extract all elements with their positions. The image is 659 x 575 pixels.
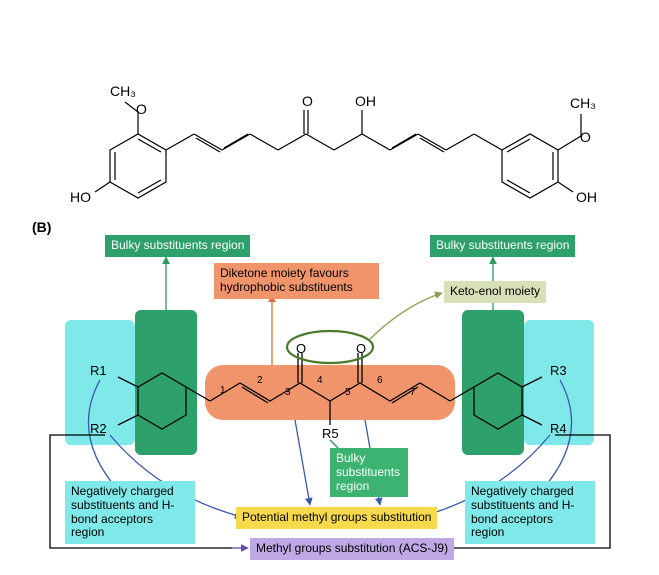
methyl-yellow-label: Potential methyl groups substitution [236,507,437,529]
left-green-region [135,310,197,455]
svg-text:2: 2 [257,375,263,386]
o-label: O [136,101,147,117]
r4-label: R4 [550,421,567,436]
bulky-right-label: Bulky substituents region [430,235,575,257]
svg-text:1: 1 [220,385,226,396]
r2-label: R2 [90,421,107,436]
svg-text:O: O [356,341,366,356]
r1-label: R1 [90,363,107,378]
neg-right-label: Negatively charged substituents and H-bo… [465,481,595,544]
svg-text:4: 4 [317,375,323,386]
ch3-right-label: CH₃ [570,95,596,111]
o-right-label: O [580,129,591,145]
oh-right-label: OH [576,189,597,205]
r5-bulky-label: Bulky substituents region [330,448,408,497]
neg-left-label: Negatively charged substituents and H-bo… [65,481,195,544]
ch3-left-label: CH₃ [110,83,136,99]
panel-b-label: (B) [32,219,649,235]
oh-center-label: OH [355,93,376,109]
top-structure-svg: CH₃ O O OH HO CH₃ O OH [10,10,650,215]
ho-left-label: HO [70,189,91,205]
r5-label: R5 [322,426,339,441]
o-double-label: O [302,93,313,109]
svg-text:O: O [296,341,306,356]
svg-text:3: 3 [285,387,291,398]
bulky-left-label: Bulky substituents region [105,235,250,257]
keto-enol-label: Keto-enol moiety [444,281,546,303]
acs-purple-label: Methyl groups substitution (ACS-J9) [250,538,454,560]
svg-text:6: 6 [377,375,383,386]
diketone-label: Diketone moiety favours hydrophobic subs… [214,263,379,299]
svg-text:7: 7 [410,387,416,398]
r3-label: R3 [550,363,567,378]
svg-text:5: 5 [345,387,351,398]
